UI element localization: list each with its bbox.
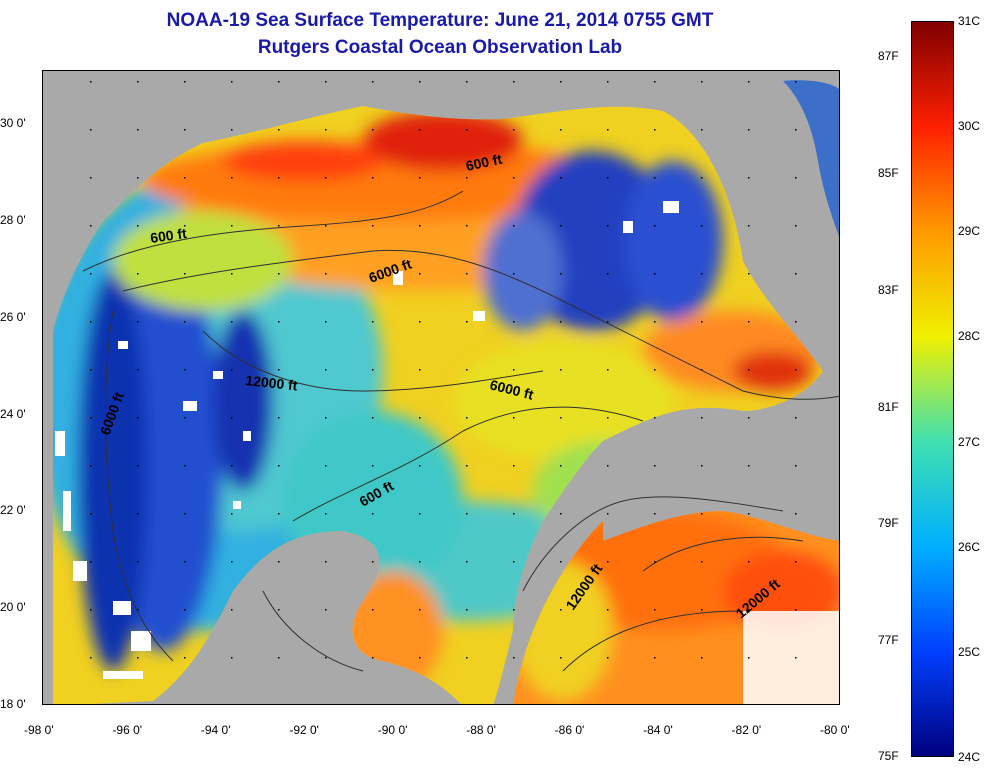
sst-field: 600 ft 600 ft 6000 ft 12000 ft 6000 ft 6…: [53, 76, 839, 704]
celsius-label: 26C: [958, 539, 981, 554]
longitude-tick-label: -96 0': [112, 723, 143, 737]
fahrenheit-label: 81F: [878, 400, 899, 414]
contour-label: 600 ft: [149, 225, 188, 246]
map-subtitle: Rutgers Coastal Ocean Observation Lab: [257, 37, 623, 58]
longitude-tick-label: -98 0': [24, 723, 54, 737]
longitude-tick-label: -90 0': [377, 723, 408, 737]
fahrenheit-label: 77F: [878, 633, 899, 647]
fahrenheit-label: 83F: [878, 283, 899, 297]
cuba-land: [603, 478, 839, 541]
map-title: NOAA-19 Sea Surface Temperature: June 21…: [166, 10, 714, 31]
contour-label: 12000 ft: [245, 372, 299, 393]
longitude-tick-label: -86 0': [554, 723, 585, 737]
celsius-label: 27C: [958, 434, 981, 449]
fahrenheit-label: 75F: [878, 749, 899, 763]
longitude-tick-label: -80 0': [820, 723, 850, 737]
longitude-tick-label: -94 0': [200, 723, 231, 737]
longitude-tick-label: -92 0': [289, 723, 319, 737]
contour-label: 600 ft: [464, 151, 503, 174]
celsius-label: 28C: [958, 329, 981, 344]
fahrenheit-label: 87F: [878, 49, 899, 63]
celsius-label: 25C: [958, 644, 981, 659]
cloud-patches: [55, 201, 679, 679]
celsius-label: 24C: [958, 750, 981, 764]
latitude-tick-label: 30 0': [0, 116, 26, 130]
latitude-tick-label: 18 0': [0, 697, 26, 711]
celsius-label: 31C: [958, 14, 981, 28]
fahrenheit-label: 79F: [878, 516, 899, 530]
latitude-tick-label: 26 0': [0, 309, 26, 324]
longitude-tick-label: -82 0': [731, 723, 762, 737]
latitude-tick-label: 28 0': [0, 212, 26, 227]
latitude-tick-label: 22 0': [0, 503, 26, 518]
graticule-dots: [90, 81, 797, 659]
celsius-label: 29C: [958, 224, 981, 239]
latitude-tick-label: 20 0': [0, 600, 26, 615]
fahrenheit-label: 85F: [878, 166, 899, 180]
celsius-label: 30C: [958, 119, 981, 134]
longitude-tick-label: -84 0': [643, 723, 673, 737]
longitude-tick-label: -88 0': [466, 723, 496, 737]
latitude-tick-label: 24 0': [0, 406, 26, 421]
colorbar: [911, 21, 954, 757]
bathymetry-contours: [82, 190, 839, 672]
sst-map: 600 ft 600 ft 6000 ft 12000 ft 6000 ft 6…: [42, 70, 840, 705]
